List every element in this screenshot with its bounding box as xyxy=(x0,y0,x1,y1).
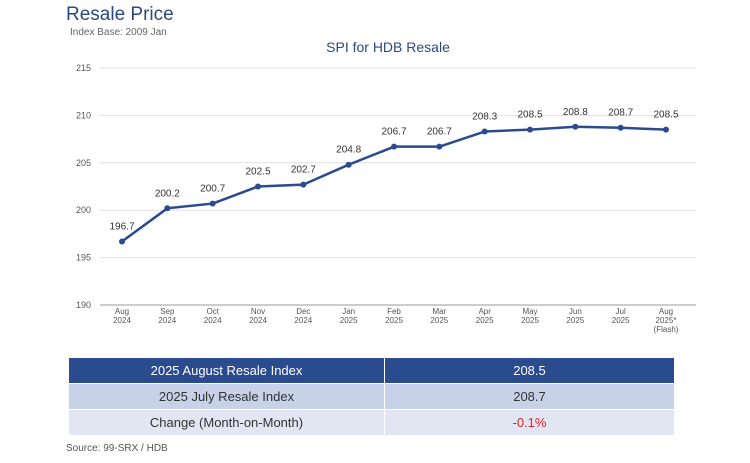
data-point xyxy=(527,126,533,133)
gridlines xyxy=(100,67,696,306)
table-label: 2025 July Resale Index xyxy=(68,383,385,410)
y-axis-ticks: 190 195 200 205 210 215 xyxy=(76,63,91,310)
table-label: 2025 August Resale Index xyxy=(68,357,385,384)
table-value: 208.7 xyxy=(384,383,675,410)
x-tick-label: Aug 2024 xyxy=(113,307,131,325)
x-tick-label: Oct 2024 xyxy=(204,307,222,325)
y-tick-label: 200 xyxy=(76,205,91,215)
data-label: 208.3 xyxy=(472,112,497,123)
x-tick-label: Nov 2024 xyxy=(249,307,267,325)
x-tick-label: Sep 2024 xyxy=(158,307,176,325)
data-point xyxy=(164,205,171,212)
data-points xyxy=(119,123,669,245)
data-point xyxy=(436,143,443,150)
data-point xyxy=(255,183,261,190)
data-point xyxy=(300,181,307,188)
data-point xyxy=(481,128,488,135)
data-point xyxy=(391,143,397,150)
table-value-change: -0.1% xyxy=(384,409,675,436)
data-label: 208.5 xyxy=(517,110,542,121)
chart-title: SPI for HDB Resale xyxy=(326,39,450,55)
x-axis-ticks: Aug 2024 Sep 2024 Oct 2024 Nov 2024 Dec 2024 Jan 20… xyxy=(113,307,679,334)
x-tick-label: May 2025 xyxy=(521,307,539,325)
y-tick-label: 190 xyxy=(76,300,91,310)
data-label: 206.7 xyxy=(427,127,452,138)
page-title: Resale Price xyxy=(66,4,174,25)
data-label: 206.7 xyxy=(381,127,406,138)
table-label: Change (Month-on-Month) xyxy=(68,409,385,436)
x-tick-label: Dec 2024 xyxy=(294,307,312,325)
table-value: 208.5 xyxy=(384,357,675,384)
data-label: 200.2 xyxy=(155,188,180,199)
data-label: 204.8 xyxy=(336,145,361,156)
summary-table: 2025 August Resale Index 208.5 2025 July… xyxy=(68,357,675,436)
table-row-august: 2025 August Resale Index 208.5 xyxy=(68,357,675,384)
table-row-change: Change (Month-on-Month) -0.1% xyxy=(68,409,675,436)
data-point xyxy=(572,123,579,130)
table-row-july: 2025 July Resale Index 208.7 xyxy=(68,383,675,410)
x-tick-label: Mar 2025 xyxy=(430,307,448,325)
data-point xyxy=(119,238,125,245)
y-tick-label: 210 xyxy=(76,110,91,120)
data-label: 200.7 xyxy=(200,184,225,195)
x-tick-label: Jan 2025 xyxy=(340,307,358,325)
x-tick-label: Feb 2025 xyxy=(385,307,403,325)
y-tick-label: 195 xyxy=(76,253,91,263)
y-tick-label: 205 xyxy=(76,158,91,168)
line-chart: SPI for HDB Resale 190 195 200 205 210 215 Au… xyxy=(76,39,696,334)
data-label: 196.7 xyxy=(109,221,134,232)
x-tick-label: Aug 2025* (Flash) xyxy=(654,307,679,334)
data-label: 208.5 xyxy=(653,110,678,121)
data-label: 208.7 xyxy=(608,108,633,119)
y-tick-label: 215 xyxy=(76,63,91,73)
source-note: Source: 99-SRX / HDB xyxy=(66,443,168,454)
data-label: 202.5 xyxy=(245,167,270,178)
x-tick-label: Apr 2025 xyxy=(476,307,494,325)
data-point xyxy=(209,200,216,207)
x-tick-label: Jul 2025 xyxy=(612,307,630,325)
data-label: 202.7 xyxy=(291,165,316,176)
x-tick-label: Jun 2025 xyxy=(566,307,584,325)
data-point xyxy=(663,126,669,133)
data-label: 208.8 xyxy=(563,107,588,118)
data-point xyxy=(617,124,624,131)
page-subtitle: Index Base: 2009 Jan xyxy=(70,27,167,38)
data-labels: 196.7 200.2 200.7 202.5 202.7 204.8 206.7 206.7… xyxy=(109,107,678,233)
data-point xyxy=(345,161,352,168)
